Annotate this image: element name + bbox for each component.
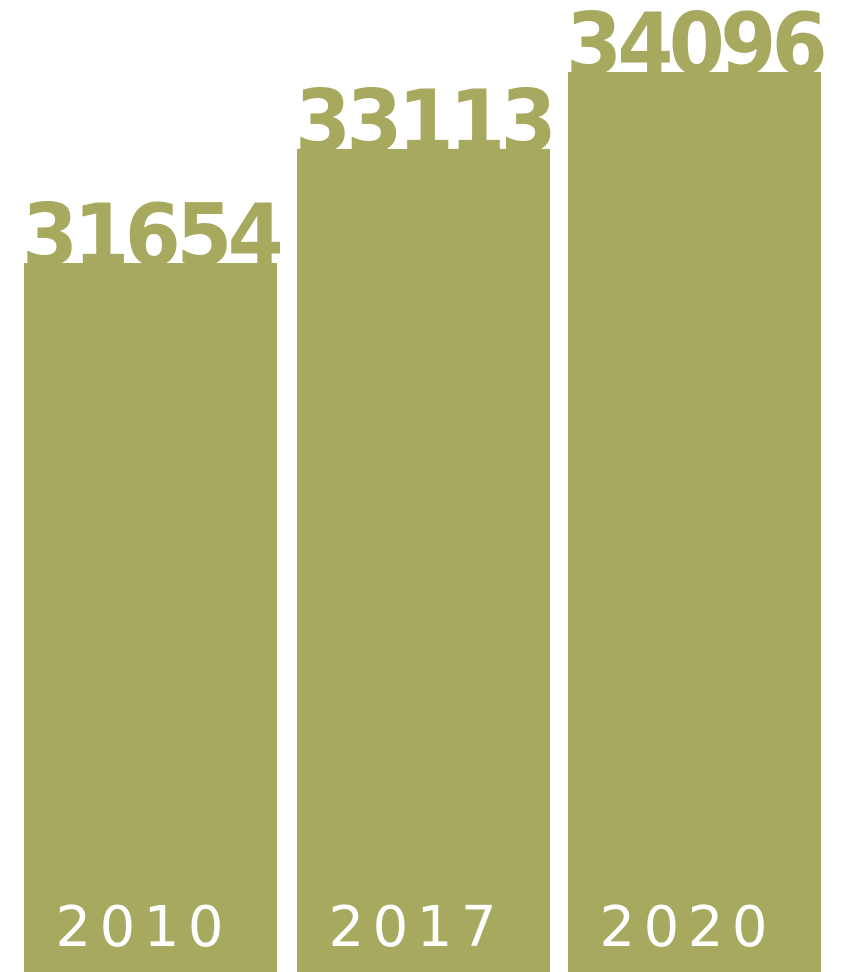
bar-2020 — [568, 72, 821, 972]
bar-value-label: 33113 — [295, 72, 552, 172]
bar-group-2020: 34096 2020 — [566, 0, 829, 972]
bar-category-label: 2010 — [56, 895, 246, 960]
bar-value-label: 34096 — [566, 0, 824, 95]
bar-2010 — [24, 263, 277, 972]
bar-group-2017: 33113 2017 — [295, 72, 557, 972]
bar-category-label: 2020 — [600, 895, 790, 960]
bar-value-label: 31654 — [22, 186, 280, 286]
bar-2017 — [297, 148, 550, 972]
bar-category-label: 2017 — [329, 895, 519, 960]
bar-group-2010: 31654 2010 — [22, 186, 285, 972]
